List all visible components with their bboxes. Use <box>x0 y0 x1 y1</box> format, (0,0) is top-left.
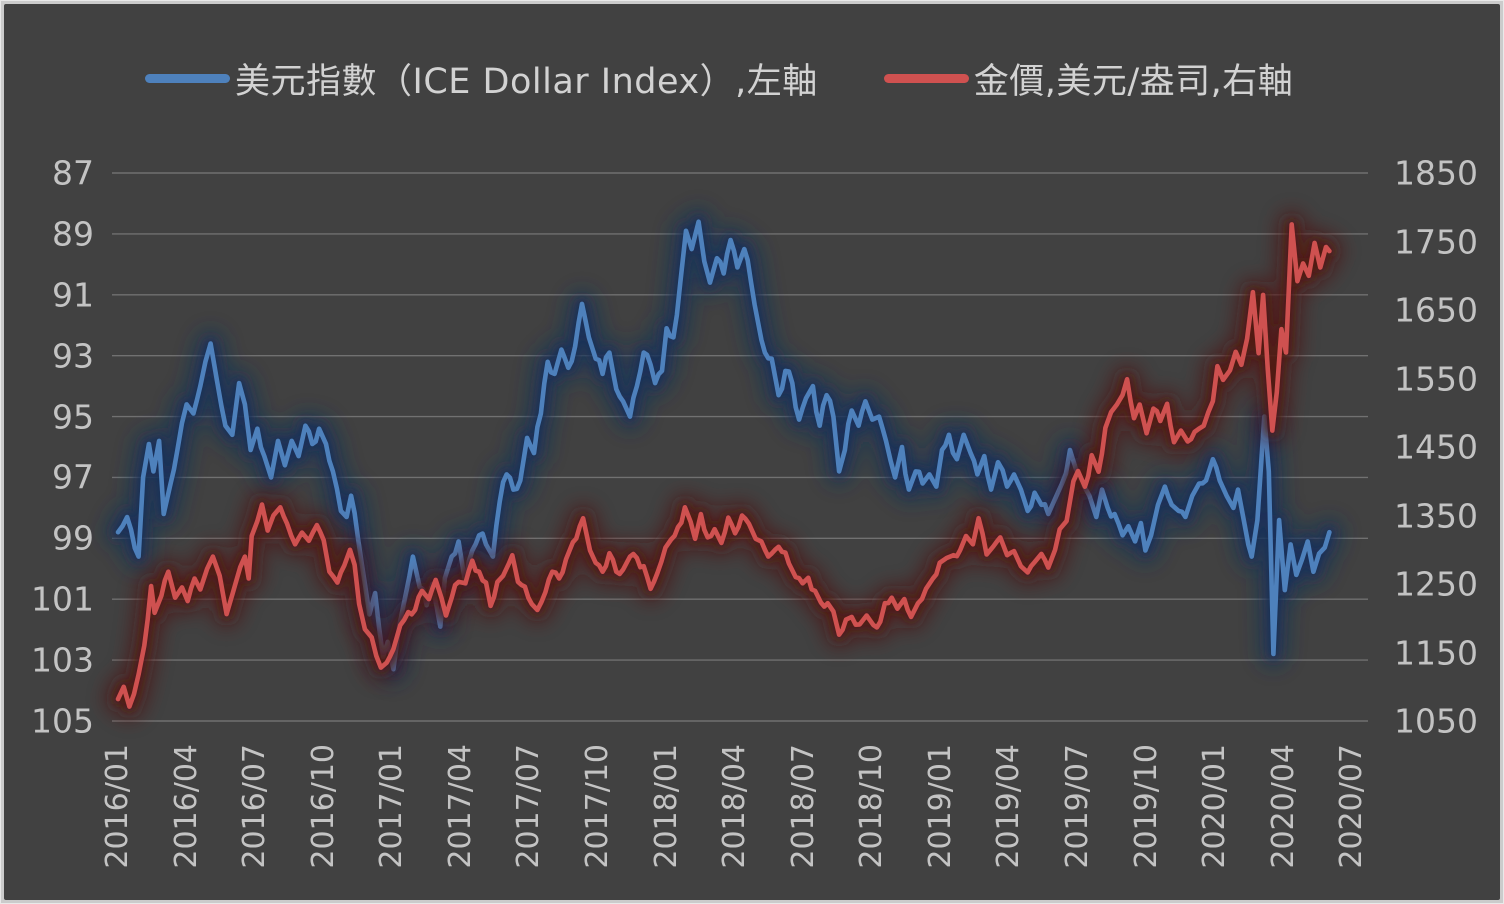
series-layer <box>105 208 1343 720</box>
right-axis-tick-label: 1250 <box>1394 564 1478 604</box>
x-axis-tick-label: 2018/04 <box>717 744 753 869</box>
right-axis-tick-label: 1750 <box>1394 222 1478 261</box>
legend-label-gold-price: 金價,美元/盎司,右軸 <box>973 61 1294 102</box>
left-axis-tick-label: 91 <box>52 275 94 315</box>
x-axis-tick-label: 2019/07 <box>1059 744 1095 869</box>
left-axis-tick-label: 93 <box>52 336 94 376</box>
left-axis-tick-label: 103 <box>31 640 94 680</box>
left-axis-tick-label: 99 <box>52 518 94 558</box>
right-axis-tick-label: 1150 <box>1394 633 1478 672</box>
right-axis-tick-label: 1850 <box>1394 153 1478 193</box>
x-axis-tick-label: 2017/04 <box>442 744 478 869</box>
gold-price-line-swatch-icon <box>883 73 969 83</box>
x-axis-tick-label: 2019/01 <box>922 744 958 869</box>
legend-item-gold-price[interactable]: 金價,美元/盎司,右軸 <box>883 53 1294 104</box>
x-axis-tick-label: 2018/10 <box>854 744 890 869</box>
x-axis-tick-label: 2018/01 <box>648 744 684 869</box>
x-axis-tick-label: 2017/10 <box>579 744 615 869</box>
left-axis-tick-label: 87 <box>52 153 94 193</box>
usd-index-line-swatch-icon <box>145 73 230 83</box>
right-axis-tick-label: 1650 <box>1394 290 1478 330</box>
left-axis-tick-label: 89 <box>52 214 94 254</box>
right-axis-tick-label: 1550 <box>1394 359 1478 398</box>
left-axis-tick-label: 95 <box>52 397 94 437</box>
left-axis-tick-label: 105 <box>31 701 94 741</box>
x-axis-tick-label: 2017/01 <box>374 744 410 869</box>
x-axis-tick-label: 2019/04 <box>991 744 1027 869</box>
x-axis-tick-label: 2020/04 <box>1265 744 1301 869</box>
x-axis-tick-label: 2016/04 <box>168 744 204 869</box>
right-axis-tick-label: 1050 <box>1394 701 1478 741</box>
left-axis-tick-label: 97 <box>52 457 94 497</box>
x-axis-tick-label: 2020/01 <box>1197 744 1233 869</box>
x-axis-tick-label: 2019/10 <box>1128 744 1164 869</box>
legend-label-usd-index: 美元指數（ICE Dollar Index）,左軸 <box>235 61 818 102</box>
legend-item-usd-index[interactable]: 美元指數（ICE Dollar Index）,左軸 <box>145 53 818 104</box>
x-axis-tick-label: 2018/07 <box>785 744 821 869</box>
x-axis-tick-label: 2016/07 <box>237 744 273 869</box>
chart-legend: 美元指數（ICE Dollar Index）,左軸 金價,美元/盎司,右軸 <box>145 56 1293 102</box>
x-axis-tick-label: 2017/07 <box>511 744 547 869</box>
right-axis-tick-label: 1450 <box>1394 427 1478 467</box>
x-axis-tick-label: 2020/07 <box>1334 744 1370 869</box>
right-axis-tick-label: 1350 <box>1394 496 1478 535</box>
usd-index-line <box>115 219 1332 672</box>
x-axis-tick-label: 2016/01 <box>100 744 135 869</box>
x-axis-tick-label: 2016/10 <box>305 744 341 869</box>
gold-price-line <box>115 222 1332 709</box>
left-axis-tick-label: 101 <box>31 579 94 619</box>
